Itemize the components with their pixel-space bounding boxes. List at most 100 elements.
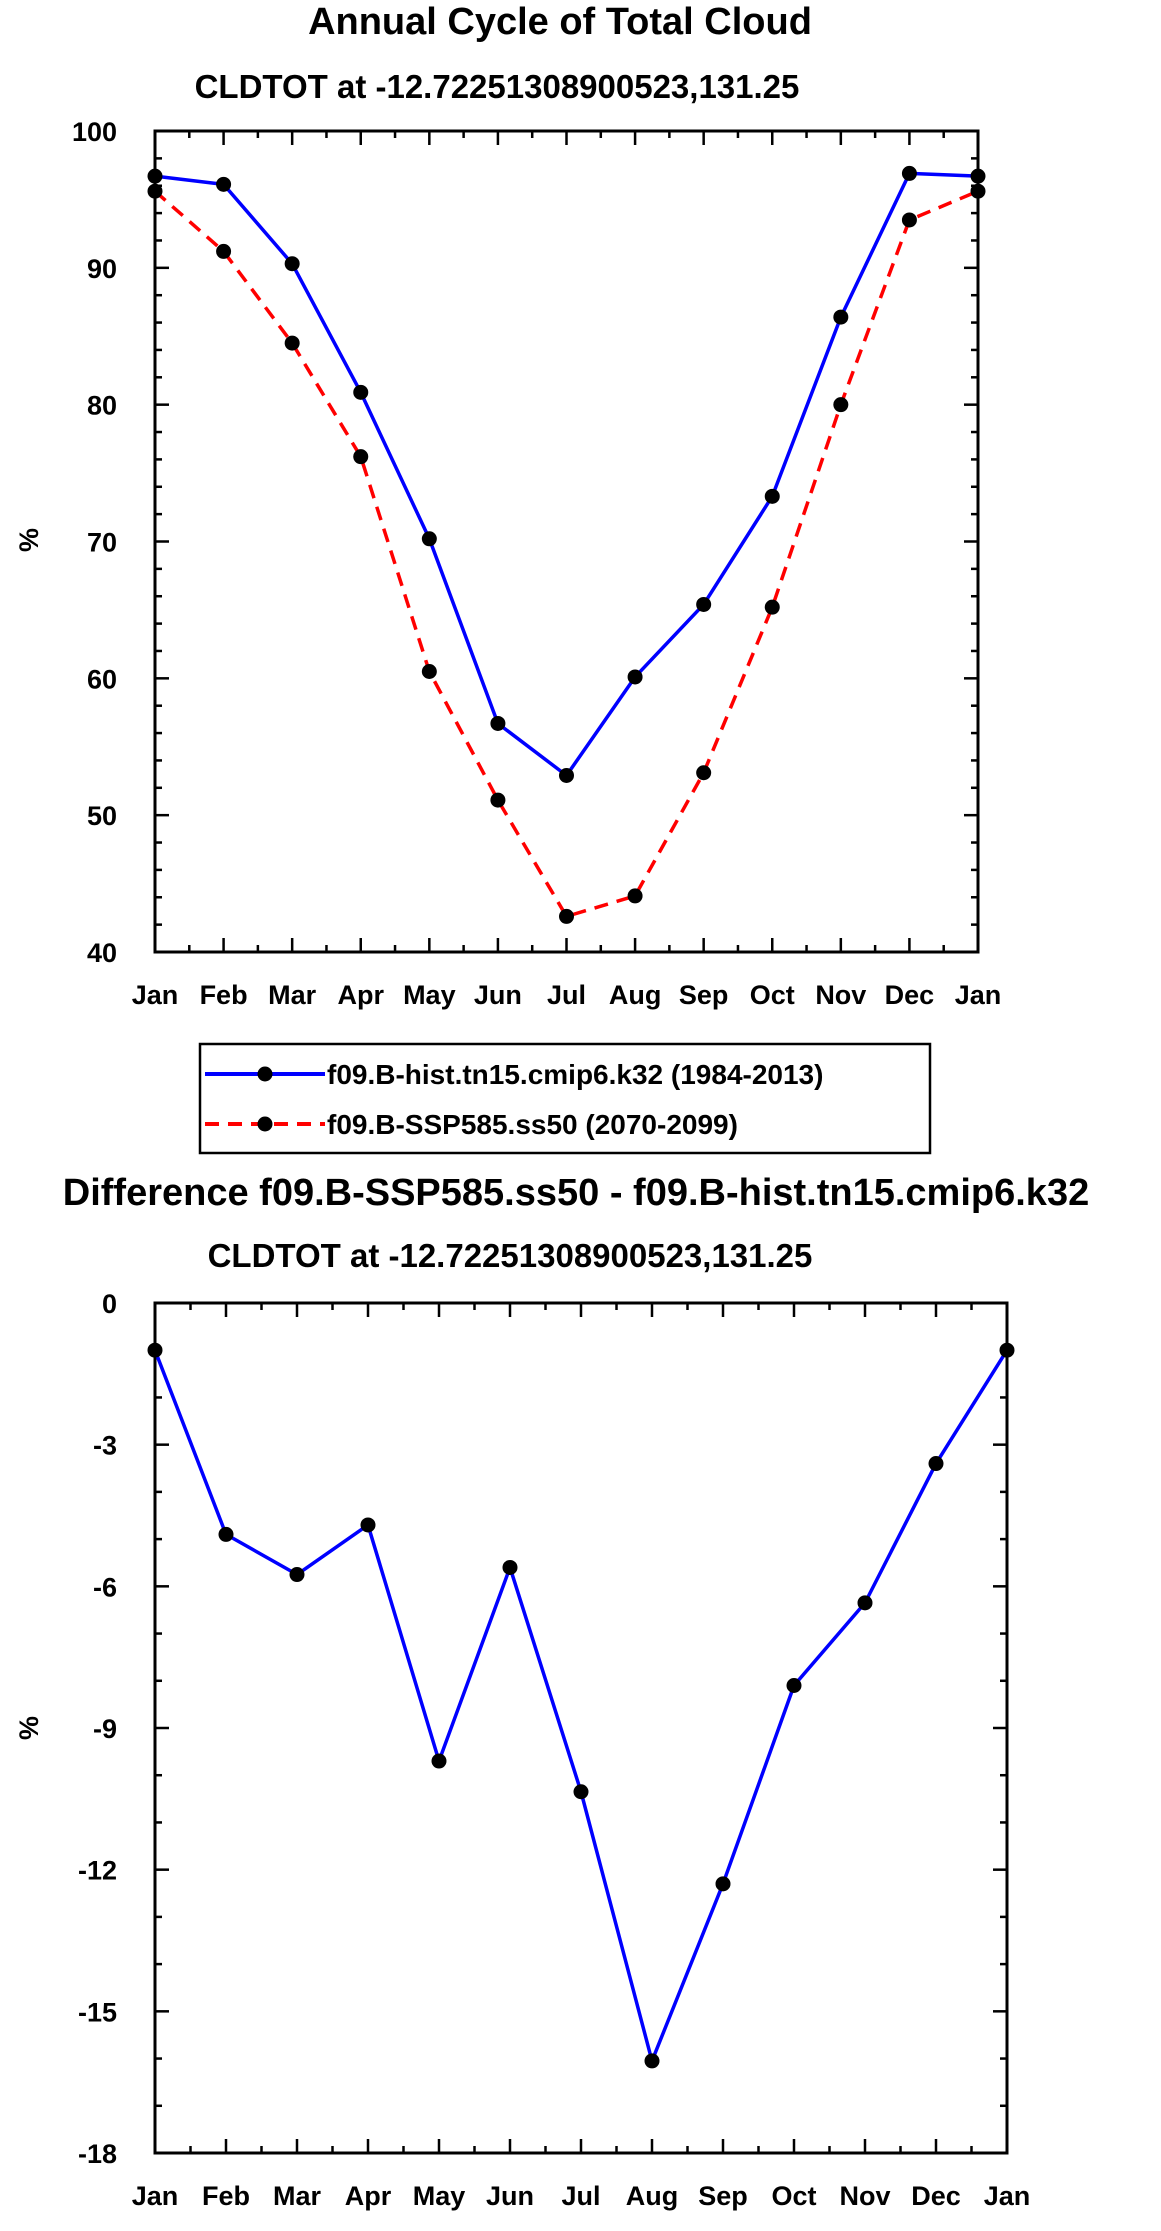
annual-cycle-x-tick-label: Aug [609, 980, 661, 1010]
difference-x-tick-label: Feb [202, 2181, 250, 2211]
difference-data-point [502, 1559, 518, 1575]
annual-cycle-data-point [559, 767, 574, 783]
annual-cycle-x-tick-label: May [403, 980, 456, 1010]
difference-plot-area: Jan Feb Mar Apr May Jun Jul Aug Sep Oct Nov Dec Jan-… [78, 1289, 1030, 2211]
legend-entry-ssp585: f09.B-SSP585.ss50 (2070-2099) [205, 1109, 738, 1140]
difference-series-line-0 [153, 1349, 1009, 2063]
difference-y-tick-label: -18 [78, 2139, 117, 2169]
annual-cycle-data-point [901, 212, 917, 228]
difference-y-tick-label: -12 [78, 1856, 117, 1886]
annual-cycle-x-tick-label: Feb [200, 980, 248, 1010]
difference-y-tick-label: -3 [93, 1431, 117, 1461]
annual-cycle-y-tick-label: 50 [87, 801, 117, 831]
annual-cycle-data-point [764, 599, 780, 615]
difference-subtitle: CLDTOT at -12.72251308900523,131.25 [208, 1237, 813, 1274]
annual-cycle-data-point [627, 888, 643, 904]
annual-cycle-data-point [421, 531, 437, 547]
difference-title: Difference f09.B-SSP585.ss50 - f09.B-his… [63, 1172, 1089, 1214]
annual-cycle-panel: Annual Cycle of Total Cloud CLDTOT at -1… [14, 1, 1001, 1155]
difference-plot-frame [153, 1301, 1009, 2155]
annual-cycle-data-point [421, 663, 437, 679]
annual-cycle-data-point [284, 256, 300, 272]
difference-x-tick-label: Apr [345, 2181, 392, 2211]
difference-data-point [786, 1678, 802, 1693]
annual-cycle-y-tick-label: 90 [87, 254, 117, 284]
difference-data-point [644, 2053, 660, 2069]
difference-x-tick-label: Jan [132, 2181, 179, 2211]
annual-cycle-data-point [833, 309, 849, 325]
difference-x-tick-label: May [413, 2181, 466, 2211]
annual-cycle-data-point [559, 908, 574, 924]
legend-entry-hist: f09.B-hist.tn15.cmip6.k32 (1984-2013) [205, 1059, 823, 1090]
difference-data-point [999, 1342, 1015, 1358]
annual-cycle-data-point [284, 335, 300, 351]
annual-cycle-title: Annual Cycle of Total Cloud [308, 1, 812, 43]
difference-x-tick-label: Sep [698, 2181, 748, 2211]
difference-data-point [431, 1753, 447, 1769]
annual-cycle-plot-frame [153, 129, 980, 954]
annual-cycle-x-tick-label: Jun [474, 980, 522, 1010]
annual-cycle-data-point [696, 765, 712, 781]
annual-cycle-plot-area: Jan Feb Mar Apr May Jun Jul Aug Sep Oct Nov Dec Jan 4… [72, 117, 1001, 1010]
legend-label-hist: f09.B-hist.tn15.cmip6.k32 (1984-2013) [327, 1059, 823, 1090]
annual-cycle-x-tick-label: Apr [338, 980, 385, 1010]
difference-data-point [218, 1526, 234, 1542]
annual-cycle-data-point [833, 397, 849, 413]
annual-cycle-data-point [901, 165, 917, 181]
annual-cycle-y-axis-label: % [14, 528, 44, 552]
annual-cycle-data-point [490, 792, 506, 808]
annual-cycle-y-tick-label: 100 [72, 117, 117, 147]
annual-cycle-series-line-1 [153, 189, 979, 919]
difference-x-tick-label: Nov [839, 2181, 890, 2211]
difference-data-point [289, 1567, 305, 1583]
difference-y-tick-label: -9 [93, 1714, 117, 1744]
difference-data-point [360, 1517, 376, 1533]
annual-cycle-data-point [970, 183, 986, 199]
difference-y-tick-label: -15 [78, 1997, 117, 2027]
annual-cycle-data-point [696, 596, 712, 612]
annual-cycle-x-tick-label: Dec [885, 980, 935, 1010]
annual-cycle-data-point [353, 384, 369, 400]
annual-cycle-x-tick-label: Oct [750, 980, 795, 1010]
annual-cycle-legend: f09.B-hist.tn15.cmip6.k32 (1984-2013) f0… [198, 1042, 932, 1155]
difference-y-axis-label: % [14, 1716, 44, 1740]
annual-cycle-y-tick-label: 60 [87, 664, 117, 694]
difference-y-tick-label: 0 [102, 1289, 117, 1319]
annual-cycle-subtitle: CLDTOT at -12.72251308900523,131.25 [195, 68, 800, 105]
legend-box [198, 1042, 932, 1155]
annual-cycle-x-tick-label: Mar [268, 980, 317, 1010]
annual-cycle-data-point [147, 183, 163, 199]
annual-cycle-series-line-0 [154, 171, 979, 778]
difference-x-tick-label: Mar [273, 2181, 322, 2211]
difference-x-tick-label: Dec [911, 2181, 961, 2211]
difference-data-point [857, 1595, 873, 1611]
difference-panel: Difference f09.B-SSP585.ss50 - f09.B-his… [14, 1172, 1089, 2211]
annual-cycle-data-point [627, 669, 643, 685]
annual-cycle-y-tick-label: 40 [87, 938, 117, 968]
annual-cycle-x-tick-label: Jan [132, 980, 179, 1010]
annual-cycle-y-tick-label: 80 [87, 391, 117, 421]
legend-label-ssp585: f09.B-SSP585.ss50 (2070-2099) [327, 1109, 738, 1140]
annual-cycle-data-point [764, 488, 780, 504]
annual-cycle-data-point [216, 176, 232, 192]
legend-marker-hist [257, 1066, 273, 1082]
difference-x-tick-label: Jan [984, 2181, 1031, 2211]
annual-cycle-data-point [216, 243, 232, 259]
difference-data-point [715, 1876, 731, 1892]
annual-cycle-y-tick-label: 70 [87, 528, 117, 558]
legend-marker-ssp585 [257, 1116, 273, 1132]
annual-cycle-data-point [970, 168, 986, 184]
difference-x-tick-label: Aug [626, 2181, 678, 2211]
difference-x-tick-label: Jul [561, 2181, 600, 2211]
difference-data-point [147, 1342, 163, 1358]
difference-data-point [928, 1456, 944, 1472]
difference-x-tick-label: Oct [771, 2181, 816, 2211]
difference-x-tick-label: Jun [486, 2181, 534, 2211]
difference-y-tick-label: -6 [93, 1572, 117, 1602]
annual-cycle-x-tick-label: Nov [815, 980, 866, 1010]
annual-cycle-x-tick-label: Jul [547, 980, 586, 1010]
difference-data-point [573, 1784, 589, 1800]
annual-cycle-data-point [490, 715, 506, 731]
annual-cycle-x-tick-label: Sep [679, 980, 729, 1010]
